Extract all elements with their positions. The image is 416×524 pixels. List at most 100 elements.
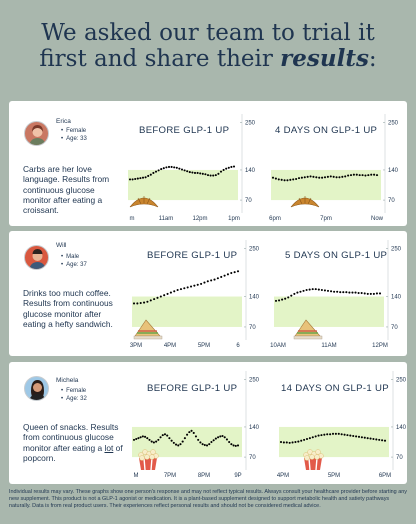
x-tick-label: 1pm <box>228 216 240 222</box>
glucose-point <box>161 434 164 437</box>
glucose-point <box>340 433 343 436</box>
glucose-point <box>372 437 375 441</box>
x-tick-label: M <box>134 473 139 479</box>
age: Age: 37 <box>61 261 87 269</box>
avatar <box>24 376 49 401</box>
glucose-point <box>199 441 202 444</box>
glucose-point <box>369 292 372 295</box>
y-tick-label: 140 <box>245 168 256 174</box>
headline: We asked our team to trial it first and … <box>0 20 416 72</box>
glucose-point <box>378 438 381 441</box>
after-glucose-chart: 250 140 70 10AM 11AM 12PM <box>266 235 402 349</box>
glucose-point <box>230 271 233 275</box>
glucose-point <box>174 443 178 446</box>
glucose-point <box>148 438 151 441</box>
x-tick-label: m <box>130 216 135 222</box>
target-range-band <box>279 426 389 458</box>
glucose-point <box>369 437 372 440</box>
sandwich-icon <box>133 319 163 340</box>
glucose-point <box>230 443 233 446</box>
glucose-point <box>278 299 281 302</box>
glucose-point <box>347 174 350 177</box>
glucose-point <box>159 436 162 439</box>
x-tick-label: 12pm <box>192 216 207 222</box>
glucose-point <box>274 177 277 180</box>
glucose-point <box>373 173 376 176</box>
glucose-point <box>286 179 289 182</box>
glucose-point <box>139 301 142 305</box>
glucose-point <box>201 172 204 175</box>
y-tick-label: 250 <box>249 378 260 384</box>
chart-svg: 250 140 70 6pm 7pm Now <box>269 114 399 222</box>
x-tick-label: 9P <box>234 473 241 479</box>
glucose-point <box>146 437 149 440</box>
glucose-point <box>170 439 173 442</box>
glucose-point <box>222 168 225 172</box>
glucose-point <box>139 177 142 180</box>
glucose-point <box>364 174 367 177</box>
glucose-point <box>341 175 344 178</box>
popcorn-icon <box>303 449 324 471</box>
popcorn-icon <box>138 449 159 471</box>
glucose-point <box>317 288 320 291</box>
glucose-point <box>209 174 212 177</box>
croissant-icon <box>290 196 320 208</box>
glucose-point <box>330 290 333 293</box>
chart-svg: 250 140 70 M 7PM 8PM 9P <box>132 371 260 479</box>
glucose-point <box>284 297 287 300</box>
glucose-point <box>339 291 342 294</box>
glucose-point <box>194 435 198 438</box>
glucose-point <box>217 172 220 175</box>
y-tick-label: 140 <box>396 425 407 431</box>
glucose-point <box>217 436 220 439</box>
glucose-point <box>346 434 349 437</box>
glucose-point <box>318 176 321 179</box>
glucose-point <box>136 302 139 305</box>
target-range-band <box>128 169 238 201</box>
glucose-point <box>308 437 311 440</box>
glucose-point <box>236 444 240 447</box>
avatar <box>24 121 49 146</box>
glucose-point <box>179 288 183 291</box>
y-tick-label: 70 <box>391 325 398 331</box>
glucose-point <box>210 440 213 444</box>
y-tick-label: 140 <box>391 295 402 301</box>
glucose-point <box>221 434 224 438</box>
glucose-point <box>181 440 184 443</box>
glucose-point <box>141 176 145 179</box>
glucose-point <box>312 175 315 178</box>
glucose-point <box>314 288 317 291</box>
glucose-point <box>230 165 233 168</box>
glucose-point <box>178 167 181 170</box>
glucose-point <box>323 433 326 436</box>
glucose-point <box>157 438 160 441</box>
after-chart-title: 5 DAYS ON GLP-1 UP <box>285 250 388 261</box>
glucose-point <box>342 291 345 294</box>
glucose-point <box>205 444 209 447</box>
glucose-point <box>280 178 283 181</box>
glucose-point <box>188 431 191 434</box>
glucose-point <box>383 439 387 442</box>
glucose-point <box>155 440 158 443</box>
age: Age: 33 <box>61 135 87 143</box>
glucose-point <box>329 175 332 178</box>
glucose-point <box>329 433 332 436</box>
glucose-point <box>355 173 358 176</box>
headline-line-1: We asked our team to trial it <box>41 20 375 46</box>
glucose-point <box>186 433 189 436</box>
glucose-point <box>186 170 189 173</box>
glucose-point <box>189 285 193 288</box>
x-tick-label: 11am <box>159 216 174 222</box>
glucose-point <box>166 292 169 295</box>
glucose-point <box>206 174 210 177</box>
glucose-point <box>165 166 168 169</box>
glucose-point <box>363 292 366 295</box>
glucose-point <box>271 176 275 179</box>
glucose-point <box>366 437 369 440</box>
glucose-point <box>320 288 323 292</box>
glucose-point <box>233 271 236 274</box>
croissant-icon <box>129 196 159 208</box>
glucose-point <box>305 288 308 292</box>
chart-svg: 250 140 70 10AM 11AM 12PM <box>270 240 402 349</box>
glucose-point <box>131 178 134 181</box>
